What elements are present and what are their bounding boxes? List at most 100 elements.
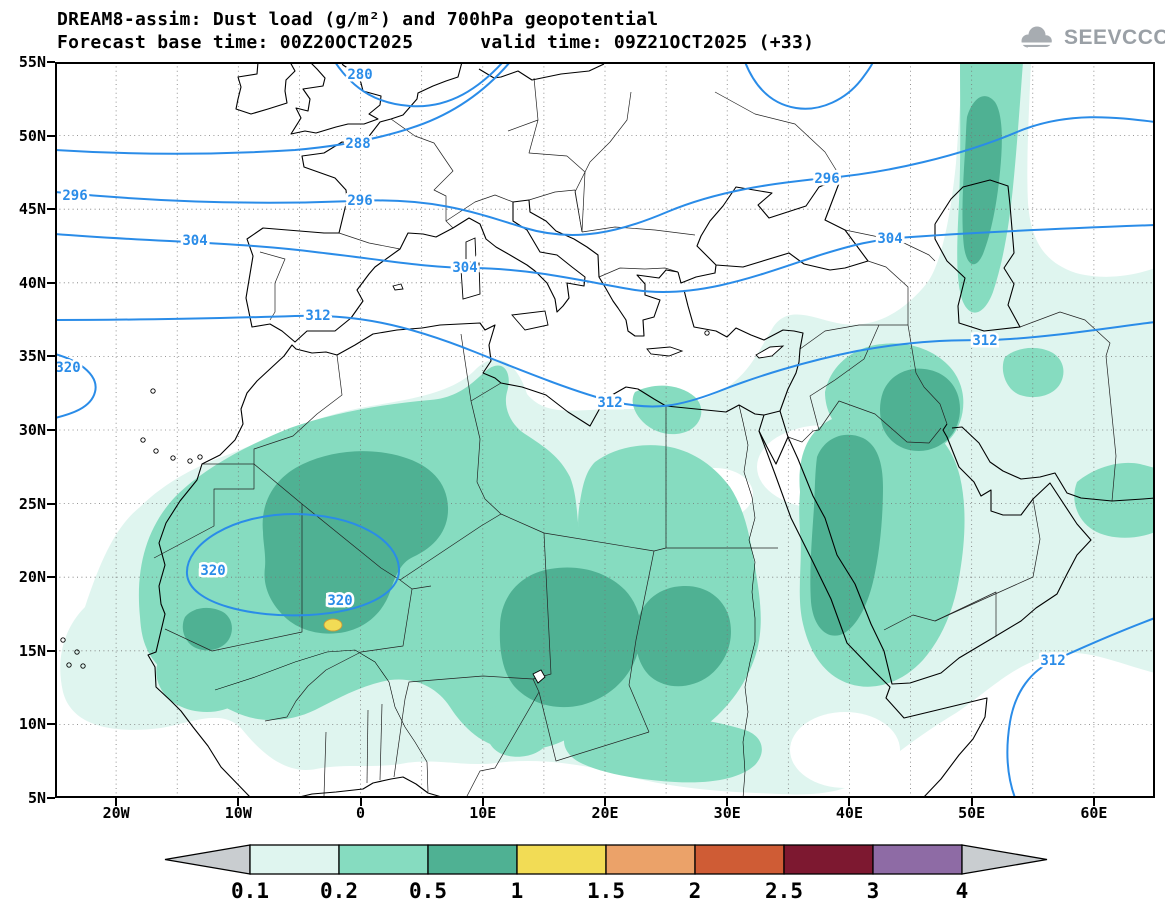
small-island <box>66 662 72 668</box>
country-border <box>581 226 696 236</box>
dust-region-dark <box>635 585 731 687</box>
country-border <box>628 550 655 733</box>
lat-tick-mark <box>47 429 55 431</box>
lon-tick-mark <box>1092 798 1095 806</box>
country-border <box>787 400 942 444</box>
small-island <box>170 455 176 461</box>
country-border <box>470 382 502 402</box>
country-border <box>934 498 1041 622</box>
dust-region-medium <box>1002 347 1064 398</box>
lat-tick-mark <box>47 61 55 63</box>
lon-tick-mark <box>481 798 484 806</box>
country-border <box>379 703 383 781</box>
small-island <box>187 458 193 464</box>
country-border <box>507 119 539 132</box>
dust-region-medium <box>632 385 702 435</box>
coastline <box>787 423 1092 685</box>
dust-region-medium <box>484 704 552 757</box>
lon-tick-label: 0 <box>356 804 366 822</box>
logo-text: SEEVCCC <box>1064 26 1165 49</box>
dust-clear-hole <box>790 712 900 788</box>
lat-tick-mark <box>47 208 55 211</box>
small-island <box>60 637 66 643</box>
contour-label: 304 <box>182 233 207 249</box>
geopotential-contour <box>55 353 97 419</box>
dust-region-max-yellow <box>323 618 343 632</box>
map-plot-area: 280 288 296 296 296 304 304 304 312 312 312 312 320 3… <box>55 62 1155 798</box>
geopotential-contour <box>55 62 511 155</box>
contour-label: 320 <box>200 563 225 579</box>
lon-tick-label: 60E <box>1080 804 1108 822</box>
lat-tick-mark <box>47 502 55 505</box>
colorbar-segment <box>694 844 785 875</box>
dust-region-dark <box>182 607 232 651</box>
country-border <box>500 513 667 552</box>
small-island <box>704 330 710 336</box>
contour-label: 280 <box>347 67 372 83</box>
chart-titles: DREAM8-assim: Dust load (g/m²) and 700hP… <box>57 8 814 54</box>
country-border <box>153 463 255 559</box>
contour-label: 312 <box>972 333 997 349</box>
colorbar-tick-label: 0.2 <box>320 879 358 903</box>
lon-tick-label: 20W <box>102 804 130 822</box>
contour-label: 296 <box>347 193 372 209</box>
lon-tick-label: 40E <box>835 804 863 822</box>
country-border <box>399 513 502 581</box>
rivers <box>214 404 756 798</box>
coastline <box>147 289 804 798</box>
lat-tick-label: 55N <box>18 53 46 71</box>
dust-region-medium <box>156 643 251 712</box>
country-border <box>460 333 502 515</box>
country-border <box>867 260 909 325</box>
coastlines <box>147 62 1155 798</box>
island <box>646 346 684 357</box>
contour-label: 312 <box>597 395 622 411</box>
country-border <box>404 675 534 700</box>
contour-label: 312 <box>1040 653 1065 669</box>
colorbar-segment <box>338 844 429 875</box>
country-border <box>390 118 454 229</box>
colorbar-tick-label: 1.5 <box>587 879 625 903</box>
colorbar-segment <box>427 844 518 875</box>
colorbar-tick-label: 4 <box>956 879 969 903</box>
small-island <box>140 437 146 443</box>
country-border <box>323 731 327 797</box>
lon-tick-mark <box>970 798 973 806</box>
lat-tick-label: 35N <box>18 347 46 366</box>
lon-tick-label: 30E <box>713 804 741 822</box>
country-border <box>538 691 650 762</box>
contour-label: 296 <box>814 171 839 187</box>
colorbar-right-arrow <box>961 844 1048 875</box>
country-border <box>1019 311 1117 502</box>
country-border <box>338 232 401 250</box>
colorbar-segment <box>516 844 607 875</box>
country-borders <box>153 77 1117 798</box>
coastline <box>934 179 1021 332</box>
dust-region-dark <box>499 567 641 708</box>
coastline <box>758 430 988 798</box>
country-border <box>253 354 343 464</box>
country-border <box>366 709 369 784</box>
contour-label: 288 <box>345 136 370 152</box>
lat-tick-label: 5N <box>27 789 46 807</box>
island <box>511 310 549 331</box>
lon-tick-mark <box>726 798 729 806</box>
colorbar-tick-label: 2.5 <box>765 879 803 903</box>
colorbar: 0.1 0.2 0.5 1 1.5 2 2.5 3 4 <box>164 844 1048 903</box>
contour-labels: 280 288 296 296 296 304 304 304 312 312 312 312 320 3… <box>55 65 1068 672</box>
dust-region-dark <box>962 96 1002 265</box>
lon-tick-mark <box>237 798 240 806</box>
lon-tick-mark <box>115 798 118 806</box>
country-border <box>393 698 406 778</box>
coastline <box>235 62 296 115</box>
lat-tick-label: 40N <box>18 273 46 292</box>
lon-tick-label: 50E <box>958 804 986 822</box>
island <box>532 669 546 684</box>
contour-label: 304 <box>877 231 902 247</box>
colorbar-tick-label: 0.1 <box>231 879 269 903</box>
geopotential-contour <box>185 512 401 617</box>
dust-shading-level-0.5 <box>182 96 1002 708</box>
lon-tick-mark <box>604 798 606 806</box>
contour-label: 304 <box>452 260 477 276</box>
